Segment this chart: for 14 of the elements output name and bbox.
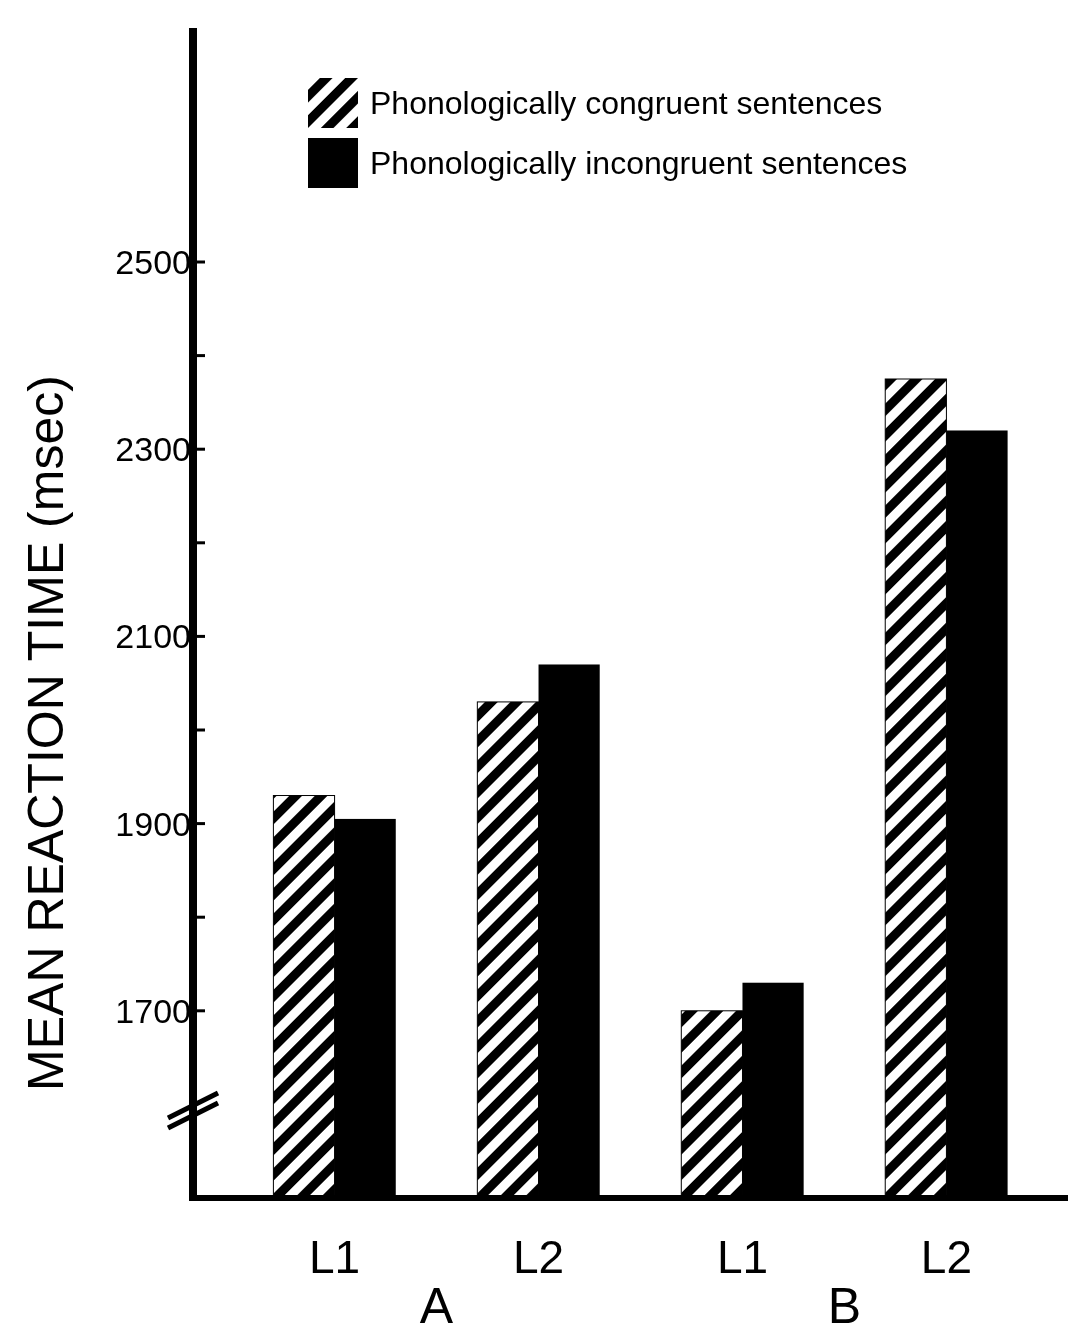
y-tick-label: 2500 bbox=[115, 242, 191, 281]
y-tick-label: 2300 bbox=[115, 430, 191, 469]
y-tick-label: 1900 bbox=[115, 804, 191, 843]
y-tick-label: 1700 bbox=[115, 991, 191, 1030]
legend-label: Phonologically incongruent sentences bbox=[370, 145, 908, 182]
text: B bbox=[827, 1278, 862, 1334]
x-tick-label: L1 bbox=[308, 1231, 361, 1283]
legend-label: Phonologically congruent sentences bbox=[370, 85, 883, 122]
x-tick-label: L1 bbox=[716, 1231, 769, 1283]
x-tick-label: L2 bbox=[920, 1231, 973, 1283]
y-axis-title: MEAN REACTION TIME (msec) bbox=[18, 375, 74, 1091]
y-tick-label: 2100 bbox=[115, 617, 191, 656]
x-tick-label: L2 bbox=[512, 1231, 565, 1283]
text: A bbox=[419, 1278, 454, 1334]
